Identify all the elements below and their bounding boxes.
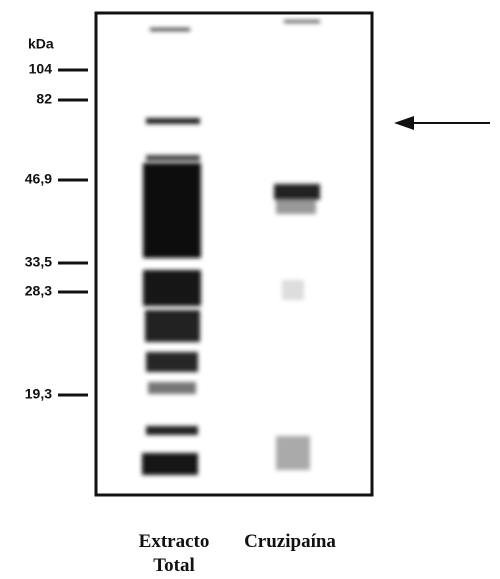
marker-label: 19,3 xyxy=(25,386,52,402)
marker-label: 28,3 xyxy=(25,283,52,299)
lane-label: Total xyxy=(153,555,195,576)
marker-label: 33,5 xyxy=(25,254,52,270)
lane-2-bands xyxy=(274,20,320,470)
marker-label: 82 xyxy=(36,91,52,107)
lane-label: Extracto xyxy=(139,531,210,552)
gel-frame xyxy=(94,11,374,497)
marker-unit: kDa xyxy=(28,36,54,52)
arrow xyxy=(394,116,490,130)
marker-label: 46,9 xyxy=(25,171,52,187)
marker-label: 104 xyxy=(29,61,53,77)
lane-label: Cruzipaína xyxy=(244,531,336,552)
lane-1-bands xyxy=(142,28,201,475)
